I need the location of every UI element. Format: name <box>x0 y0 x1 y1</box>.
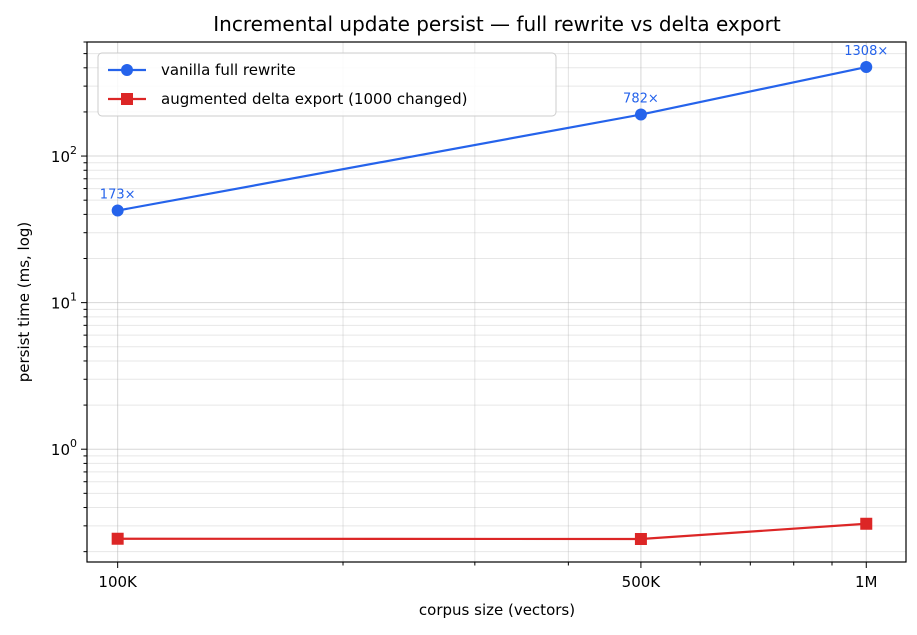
x-axis: 100K 500K 1M <box>98 562 878 591</box>
legend: vanilla full rewrite augmented delta expo… <box>97 52 557 117</box>
data-label: 173× <box>100 188 136 203</box>
legend-marker <box>121 93 133 105</box>
y-tick-label: 102 <box>51 144 77 166</box>
data-point <box>634 532 647 545</box>
legend-label: augmented delta export (1000 changed) <box>161 90 467 108</box>
legend-item: augmented delta export (1000 changed) <box>108 90 467 108</box>
series-2 <box>111 517 873 545</box>
chart-title: Incremental update persist — full rewrit… <box>213 12 781 36</box>
legend-label: vanilla full rewrite <box>161 61 296 79</box>
y-axis: 100 101 102 <box>51 41 87 553</box>
legend-item: vanilla full rewrite <box>108 61 296 79</box>
data-label: 1308× <box>844 44 888 59</box>
data-label: 782× <box>623 92 659 107</box>
y-tick-label: 101 <box>51 291 77 313</box>
data-point <box>860 517 873 530</box>
legend-box <box>97 52 557 117</box>
data-point <box>111 204 124 217</box>
data-point <box>634 108 647 121</box>
x-tick-label: 100K <box>98 573 138 591</box>
series-1: 173× 782× 1308× <box>100 44 888 217</box>
y-tick-label: 100 <box>51 437 77 459</box>
grid <box>87 41 906 562</box>
legend-marker <box>121 64 133 76</box>
x-tick-label: 1M <box>855 573 878 591</box>
data-point <box>111 532 124 545</box>
data-point <box>860 61 873 74</box>
plot-series: 173× 782× 1308× <box>100 44 888 545</box>
x-tick-label: 500K <box>622 573 662 591</box>
plot-frame <box>86 41 907 563</box>
x-axis-label: corpus size (vectors) <box>419 601 575 619</box>
y-axis-label: persist time (ms, log) <box>15 222 33 383</box>
